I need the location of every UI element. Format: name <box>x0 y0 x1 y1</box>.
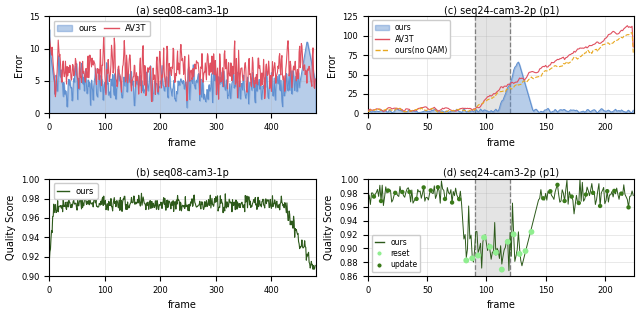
Point <box>559 198 570 204</box>
Point <box>616 191 627 196</box>
Point <box>461 258 472 263</box>
Legend: ours: ours <box>54 183 98 199</box>
Point <box>426 188 436 193</box>
Title: (b) seq08-cam3-1p: (b) seq08-cam3-1p <box>136 168 229 179</box>
Point <box>447 200 457 205</box>
Point <box>390 190 401 195</box>
Point <box>509 232 519 237</box>
Title: (c) seq24-cam3-2p (p1): (c) seq24-cam3-2p (p1) <box>444 6 559 15</box>
Point <box>497 267 507 272</box>
Point <box>479 235 489 240</box>
Point <box>526 229 536 234</box>
Point <box>369 194 379 199</box>
Legend: ours, AV3T: ours, AV3T <box>54 21 150 36</box>
Point <box>412 196 422 201</box>
Point <box>602 189 612 194</box>
X-axis label: frame: frame <box>487 301 516 310</box>
Point <box>566 194 577 199</box>
Point <box>623 205 634 210</box>
X-axis label: frame: frame <box>487 137 516 148</box>
Point <box>433 185 443 190</box>
Point <box>419 185 429 190</box>
Point <box>491 250 501 255</box>
Bar <box>475 16 510 113</box>
Point <box>588 190 598 195</box>
X-axis label: frame: frame <box>168 137 197 148</box>
Point <box>552 182 563 187</box>
Point <box>515 252 525 257</box>
Point <box>383 188 393 193</box>
Point <box>580 192 591 197</box>
Point <box>573 200 584 205</box>
Point <box>467 256 477 261</box>
Point <box>502 239 513 244</box>
Point <box>545 189 556 194</box>
Point <box>440 197 450 202</box>
Point <box>520 248 531 253</box>
X-axis label: frame: frame <box>168 301 197 310</box>
Point <box>595 204 605 209</box>
Y-axis label: Quality Score: Quality Score <box>324 195 334 260</box>
Y-axis label: Error: Error <box>327 53 337 77</box>
Bar <box>475 179 510 276</box>
Point <box>454 197 464 202</box>
Point <box>397 189 408 194</box>
Title: (a) seq08-cam3-1p: (a) seq08-cam3-1p <box>136 6 229 15</box>
Legend: ours, AV3T, ours(no QAM): ours, AV3T, ours(no QAM) <box>372 20 450 58</box>
Point <box>404 189 415 194</box>
Point <box>538 196 548 201</box>
Y-axis label: Quality Score: Quality Score <box>6 195 15 260</box>
Point <box>376 198 386 204</box>
Point <box>485 244 495 249</box>
Legend: ours, reset, update: ours, reset, update <box>372 235 420 272</box>
Point <box>473 253 483 258</box>
Title: (d) seq24-cam3-2p (p1): (d) seq24-cam3-2p (p1) <box>443 168 559 179</box>
Point <box>609 188 620 193</box>
Y-axis label: Error: Error <box>13 53 24 77</box>
